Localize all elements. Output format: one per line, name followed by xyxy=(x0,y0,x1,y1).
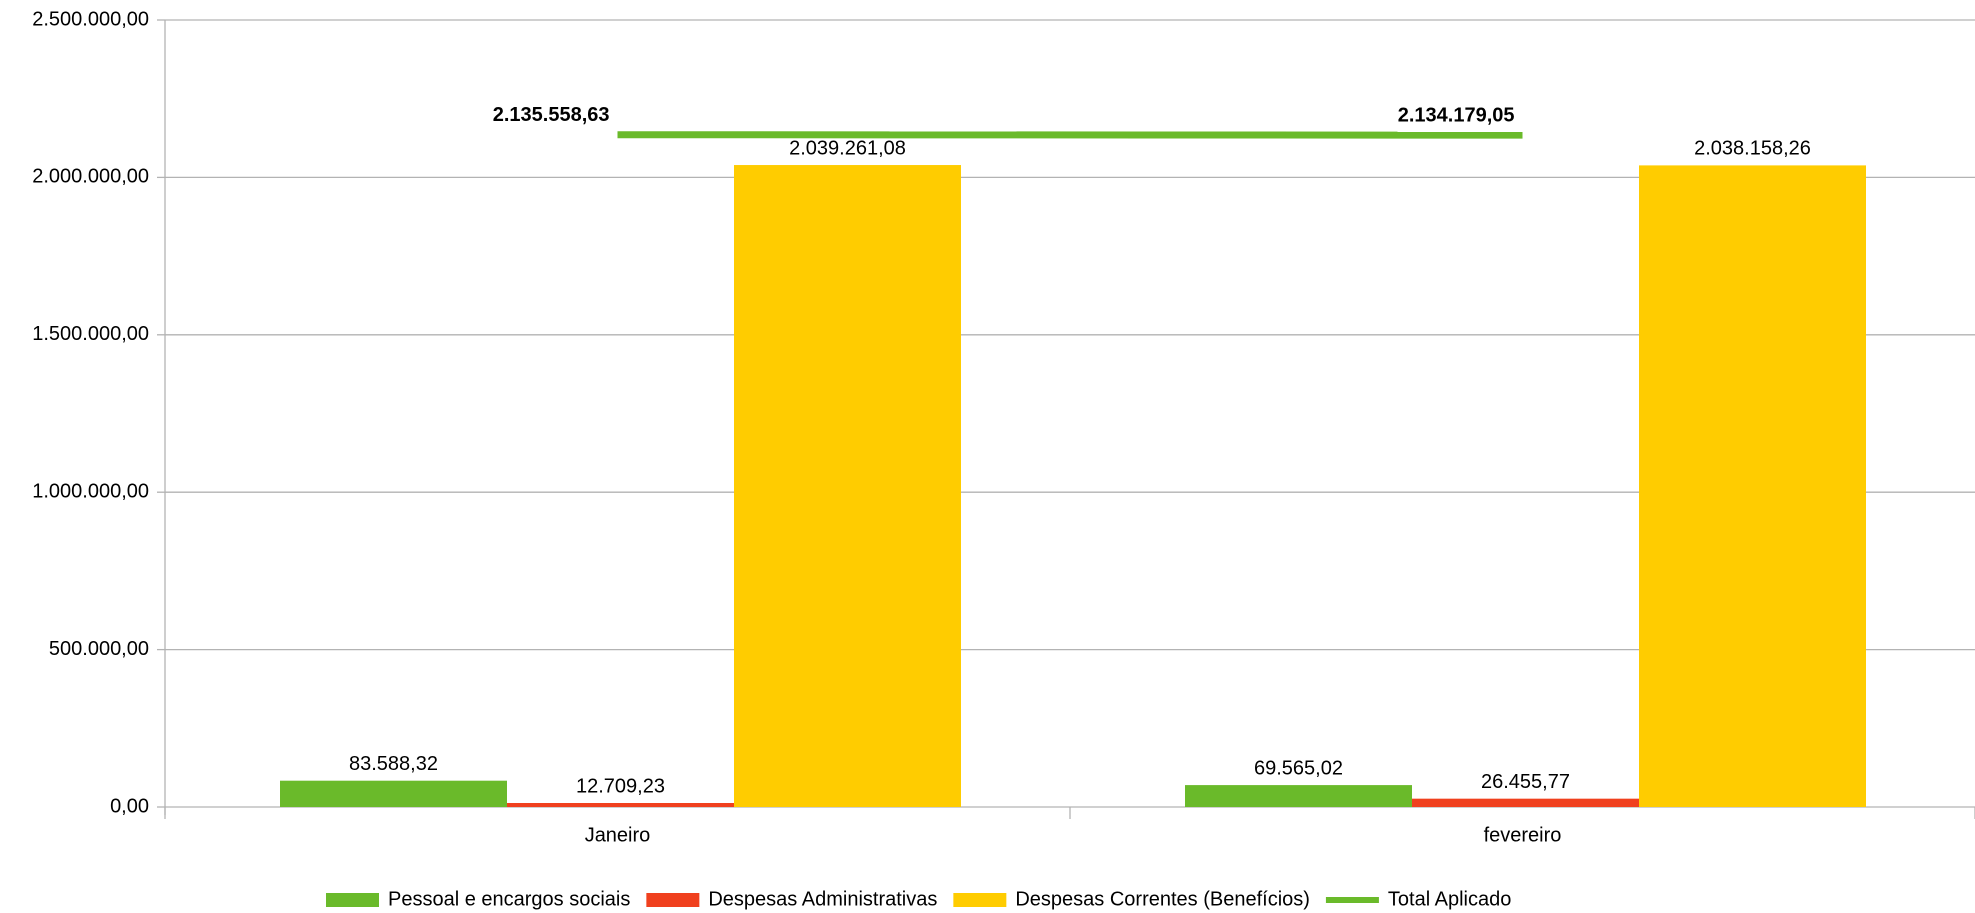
x-tick-label: fevereiro xyxy=(1484,824,1562,846)
value-label: 2.038.158,26 xyxy=(1694,138,1811,160)
bar xyxy=(280,780,507,807)
value-label: 2.135.558,63 xyxy=(493,104,610,126)
legend-swatch xyxy=(1325,897,1379,903)
y-tick-label: 500.000,00 xyxy=(49,638,149,660)
bar xyxy=(1412,798,1639,807)
legend-label: Despesas Correntes (Benefícios) xyxy=(1015,888,1310,910)
x-tick-label: Janeiro xyxy=(585,824,651,846)
bar xyxy=(507,802,734,807)
y-tick-label: 1.500.000,00 xyxy=(32,323,149,345)
y-tick-label: 0,00 xyxy=(110,795,149,817)
value-label: 2.039.261,08 xyxy=(789,137,906,159)
value-label: 69.565,02 xyxy=(1254,757,1343,779)
value-label: 26.455,77 xyxy=(1481,771,1570,793)
y-tick-label: 2.000.000,00 xyxy=(32,166,149,188)
legend-swatch xyxy=(953,893,1007,907)
legend-swatch xyxy=(646,893,700,907)
bar xyxy=(734,165,961,807)
value-label: 12.709,23 xyxy=(576,775,665,797)
bar xyxy=(1639,165,1866,807)
bar xyxy=(1185,785,1412,807)
legend-swatch xyxy=(326,893,379,907)
y-tick-label: 1.000.000,00 xyxy=(32,480,149,502)
value-label: 83.588,32 xyxy=(349,753,438,775)
y-tick-label: 2.500.000,00 xyxy=(32,8,149,30)
legend-label: Pessoal e encargos sociais xyxy=(388,888,630,910)
value-label: 2.134.179,05 xyxy=(1398,104,1515,126)
legend-label: Total Aplicado xyxy=(1388,888,1511,910)
legend-label: Despesas Administrativas xyxy=(708,888,937,910)
